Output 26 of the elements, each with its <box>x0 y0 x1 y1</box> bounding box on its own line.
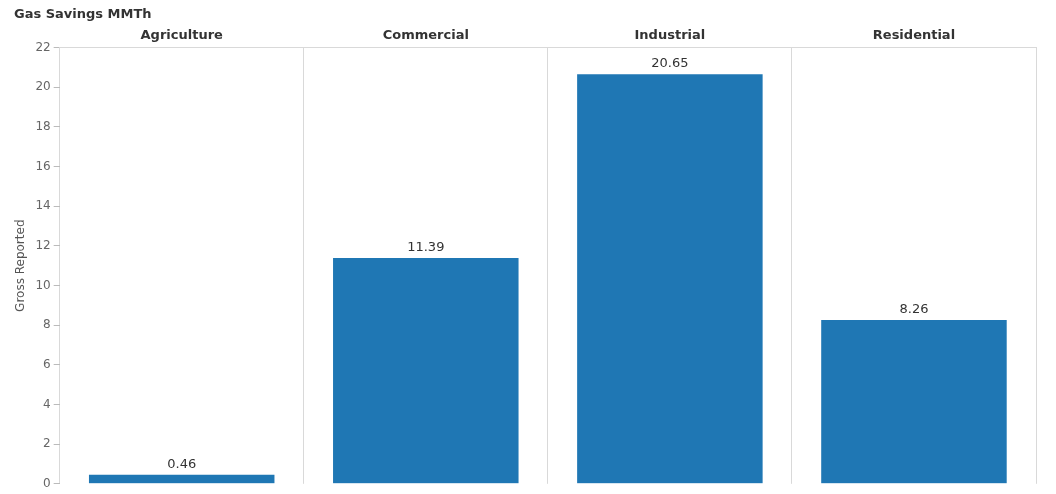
y-tick-label: 8 <box>43 317 51 332</box>
y-tick-label: 10 <box>35 277 51 292</box>
x-tick-label: Industrial <box>634 27 706 43</box>
y-tick-label: 20 <box>35 79 51 94</box>
y-tick-label: 12 <box>35 238 51 252</box>
data-label: 8.26 <box>899 300 929 316</box>
x-tick-label: Residential <box>872 27 956 43</box>
bar <box>821 320 1007 484</box>
y-tick-label: 16 <box>35 158 51 173</box>
y-tick-label: 4 <box>43 396 51 411</box>
chart-title: Gas Savings MMTh <box>14 6 152 21</box>
data-label: 11.39 <box>407 238 445 254</box>
x-tick-label: Commercial <box>382 27 469 43</box>
x-tick-label: Agriculture <box>140 27 224 43</box>
bar <box>577 74 763 484</box>
y-tick-label: 2 <box>43 436 51 451</box>
bar <box>333 257 519 484</box>
data-label: 20.65 <box>651 55 689 71</box>
y-axis-title: Gross Reported <box>13 219 28 312</box>
y-tick-label: 0 <box>43 475 51 490</box>
y-tick-label: 14 <box>35 198 51 213</box>
y-tick-label: 18 <box>35 119 51 134</box>
data-label: 0.46 <box>167 455 197 471</box>
y-tick-label: 22 <box>35 39 51 54</box>
y-tick-label: 6 <box>43 356 51 371</box>
bar <box>88 474 275 484</box>
